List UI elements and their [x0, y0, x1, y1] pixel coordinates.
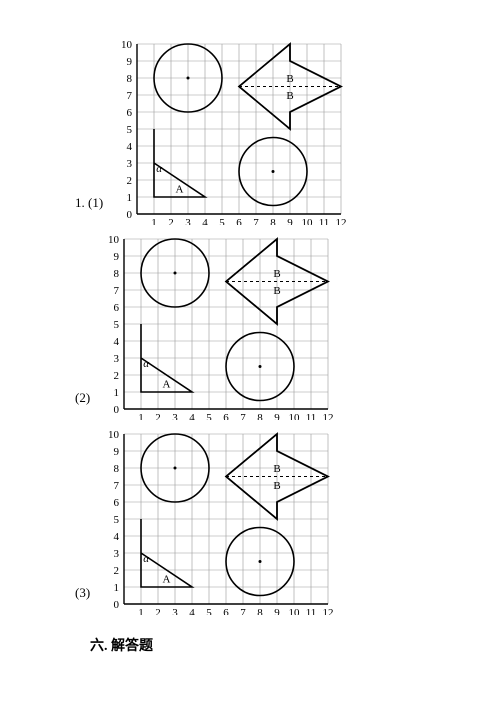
svg-text:3: 3: [114, 353, 120, 365]
svg-text:7: 7: [114, 480, 120, 492]
svg-text:3: 3: [172, 412, 178, 420]
figure-block-3: (3)123456789101112012345678910AαBB: [75, 430, 356, 615]
svg-text:12: 12: [323, 607, 334, 615]
svg-text:1: 1: [114, 582, 120, 594]
svg-text:1: 1: [138, 607, 144, 615]
svg-text:2: 2: [155, 412, 161, 420]
svg-text:6: 6: [114, 302, 120, 314]
svg-text:B: B: [287, 90, 294, 102]
svg-text:1: 1: [138, 412, 144, 420]
svg-text:6: 6: [236, 217, 242, 225]
svg-text:12: 12: [336, 217, 347, 225]
svg-text:3: 3: [127, 158, 133, 170]
svg-text:4: 4: [114, 336, 120, 348]
svg-text:α: α: [143, 358, 149, 370]
svg-text:10: 10: [289, 607, 301, 615]
svg-text:7: 7: [240, 607, 246, 615]
svg-text:11: 11: [319, 217, 330, 225]
svg-text:α: α: [143, 553, 149, 565]
svg-text:10: 10: [289, 412, 301, 420]
svg-text:3: 3: [114, 548, 120, 560]
svg-text:7: 7: [127, 90, 133, 102]
svg-text:5: 5: [114, 514, 120, 526]
svg-text:5: 5: [206, 607, 212, 615]
svg-text:1: 1: [114, 387, 120, 399]
svg-text:9: 9: [127, 56, 133, 68]
svg-text:8: 8: [270, 217, 276, 225]
svg-text:A: A: [163, 574, 171, 586]
svg-text:11: 11: [306, 412, 317, 420]
svg-text:5: 5: [219, 217, 225, 225]
svg-text:A: A: [163, 379, 171, 391]
svg-text:3: 3: [172, 607, 178, 615]
svg-text:11: 11: [306, 607, 317, 615]
svg-text:12: 12: [323, 412, 334, 420]
svg-text:B: B: [274, 463, 281, 475]
svg-text:9: 9: [274, 412, 280, 420]
svg-text:8: 8: [114, 463, 120, 475]
svg-text:8: 8: [127, 73, 133, 85]
svg-text:7: 7: [253, 217, 259, 225]
figure-label-3: (3): [75, 585, 90, 601]
figure-label-2: (2): [75, 390, 90, 406]
svg-text:3: 3: [185, 217, 191, 225]
svg-text:B: B: [287, 73, 294, 85]
svg-text:0: 0: [114, 404, 120, 416]
svg-text:4: 4: [189, 412, 195, 420]
svg-text:4: 4: [202, 217, 208, 225]
svg-text:10: 10: [121, 40, 133, 51]
svg-text:10: 10: [302, 217, 314, 225]
svg-text:4: 4: [189, 607, 195, 615]
svg-text:5: 5: [114, 319, 120, 331]
svg-text:6: 6: [223, 412, 229, 420]
svg-text:7: 7: [114, 285, 120, 297]
svg-text:B: B: [274, 268, 281, 280]
grid-figure-3: 123456789101112012345678910AαBB: [96, 430, 356, 615]
figure-block-2: (2)123456789101112012345678910AαBB: [75, 235, 356, 420]
svg-text:8: 8: [114, 268, 120, 280]
svg-text:A: A: [176, 184, 184, 196]
figure-label-1: 1. (1): [75, 195, 103, 211]
svg-text:B: B: [274, 480, 281, 492]
svg-text:6: 6: [114, 497, 120, 509]
svg-text:2: 2: [155, 607, 161, 615]
svg-text:8: 8: [257, 412, 263, 420]
svg-text:10: 10: [108, 235, 120, 246]
svg-text:4: 4: [114, 531, 120, 543]
svg-text:5: 5: [206, 412, 212, 420]
svg-text:α: α: [156, 163, 162, 175]
svg-text:0: 0: [127, 209, 133, 221]
svg-text:7: 7: [240, 412, 246, 420]
grid-figure-1: 123456789101112012345678910AαBB: [109, 40, 369, 225]
svg-text:9: 9: [114, 251, 120, 263]
svg-text:9: 9: [114, 446, 120, 458]
svg-text:9: 9: [287, 217, 293, 225]
svg-text:1: 1: [127, 192, 133, 204]
svg-text:2: 2: [114, 565, 120, 577]
svg-text:8: 8: [257, 607, 263, 615]
svg-text:4: 4: [127, 141, 133, 153]
figure-block-1: 1. (1)123456789101112012345678910AαBB: [75, 40, 369, 225]
svg-text:0: 0: [114, 599, 120, 611]
svg-text:2: 2: [127, 175, 133, 187]
svg-text:2: 2: [114, 370, 120, 382]
svg-text:10: 10: [108, 430, 120, 441]
svg-text:1: 1: [151, 217, 157, 225]
svg-text:B: B: [274, 285, 281, 297]
svg-text:5: 5: [127, 124, 133, 136]
svg-text:6: 6: [223, 607, 229, 615]
svg-text:6: 6: [127, 107, 133, 119]
svg-text:9: 9: [274, 607, 280, 615]
grid-figure-2: 123456789101112012345678910AαBB: [96, 235, 356, 420]
svg-text:2: 2: [168, 217, 174, 225]
section-header: 六. 解答题: [90, 635, 153, 655]
